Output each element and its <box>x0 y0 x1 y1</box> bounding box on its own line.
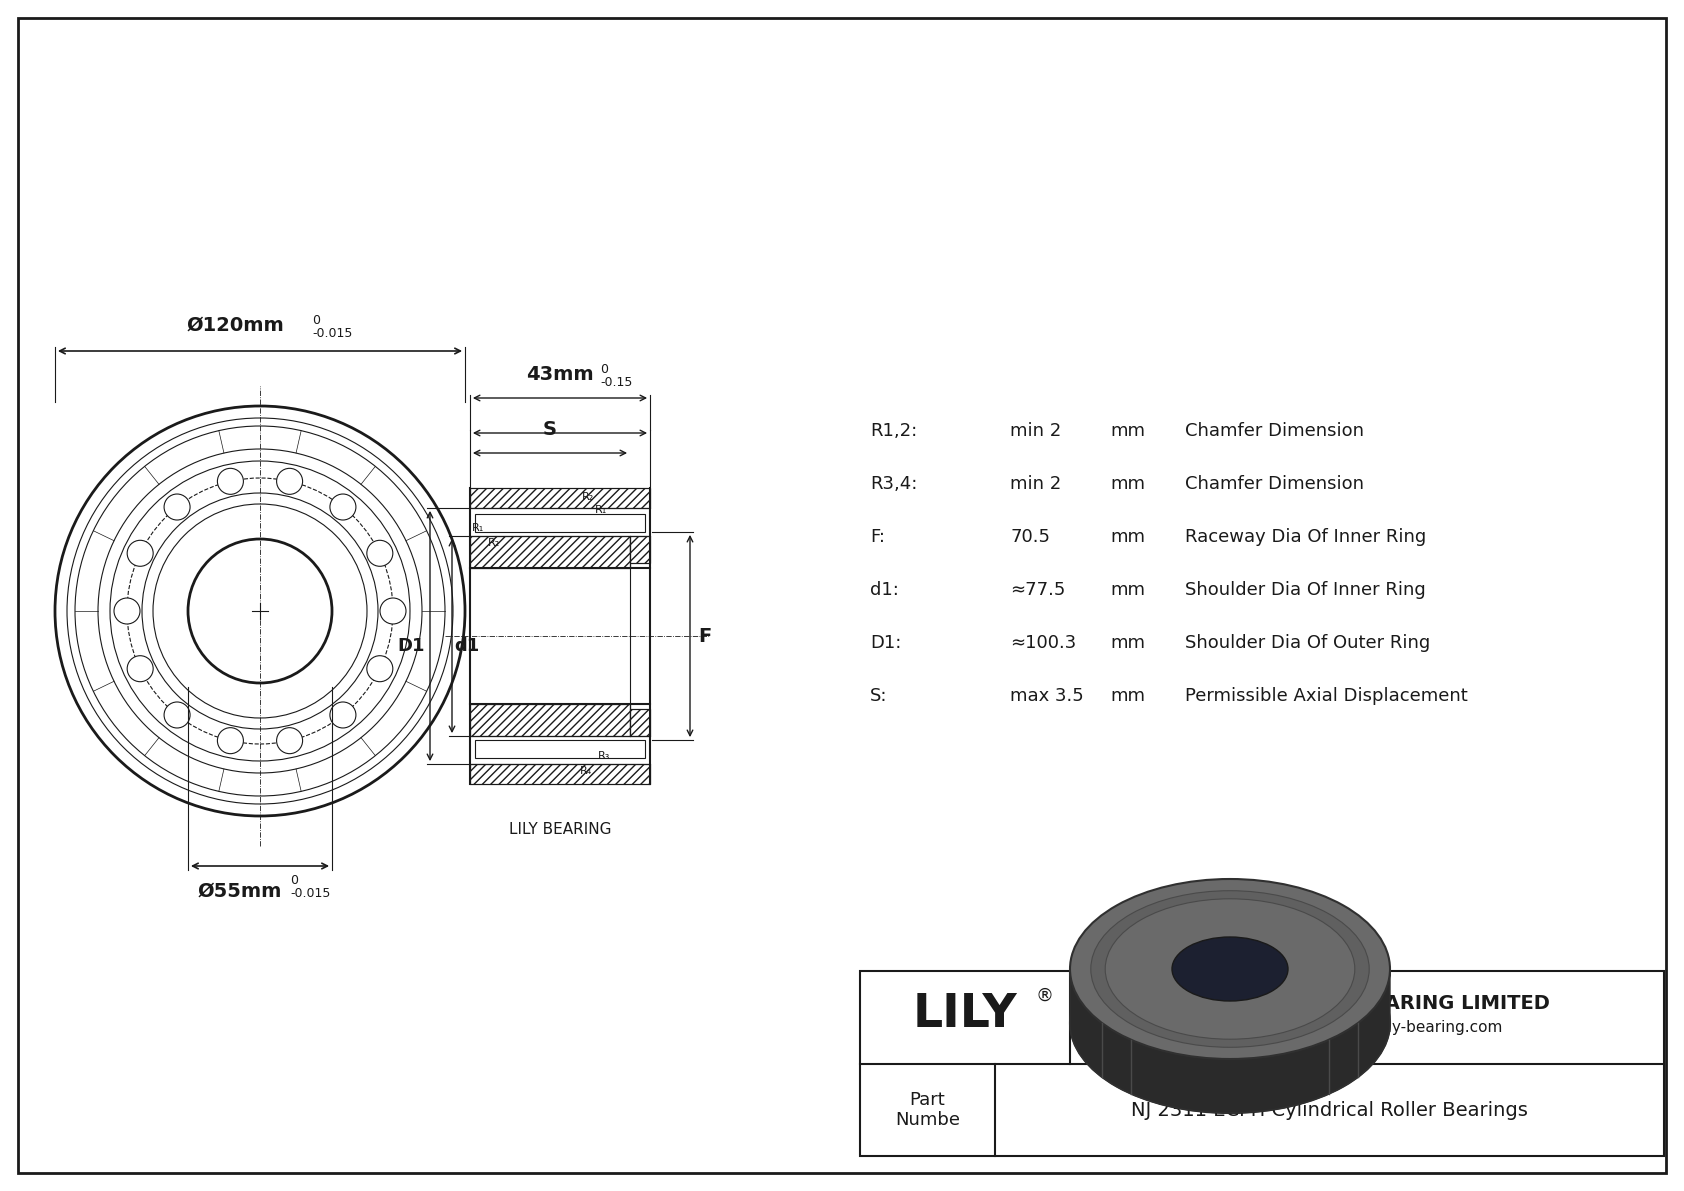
Circle shape <box>367 541 392 566</box>
Text: mm: mm <box>1110 475 1145 493</box>
Ellipse shape <box>1069 879 1389 1059</box>
Text: -0.015: -0.015 <box>312 328 352 339</box>
Text: D1:: D1: <box>871 634 901 651</box>
Text: 43mm: 43mm <box>525 364 594 384</box>
Bar <box>470 763 650 784</box>
Bar <box>475 740 645 757</box>
Bar <box>630 709 650 736</box>
Bar <box>470 704 630 736</box>
Text: R₂: R₂ <box>488 538 500 548</box>
Text: Chamfer Dimension: Chamfer Dimension <box>1186 422 1364 439</box>
Text: d1:: d1: <box>871 581 899 599</box>
Circle shape <box>128 541 153 566</box>
Circle shape <box>381 598 406 624</box>
Bar <box>470 536 630 568</box>
Text: Shoulder Dia Of Inner Ring: Shoulder Dia Of Inner Ring <box>1186 581 1426 599</box>
Text: R₄: R₄ <box>579 766 593 777</box>
Text: R₂: R₂ <box>583 492 594 501</box>
Text: mm: mm <box>1110 634 1145 651</box>
Circle shape <box>276 468 303 494</box>
Text: mm: mm <box>1110 581 1145 599</box>
Circle shape <box>217 728 244 754</box>
Text: 0: 0 <box>290 874 298 887</box>
Text: D1: D1 <box>397 637 424 655</box>
Text: NJ 2311 ECPH Cylindrical Roller Bearings: NJ 2311 ECPH Cylindrical Roller Bearings <box>1132 1100 1527 1120</box>
Circle shape <box>330 701 355 728</box>
Text: F:: F: <box>871 528 886 545</box>
Text: ≈77.5: ≈77.5 <box>1010 581 1066 599</box>
Text: Ø120mm: Ø120mm <box>187 316 285 335</box>
Bar <box>630 536 650 563</box>
Text: R₁: R₁ <box>472 523 485 534</box>
Circle shape <box>217 468 244 494</box>
Polygon shape <box>1172 969 1288 1055</box>
Circle shape <box>367 656 392 681</box>
Ellipse shape <box>1091 891 1369 1047</box>
Circle shape <box>330 494 355 520</box>
Text: Part
Numbe: Part Numbe <box>894 1091 960 1129</box>
Text: R1,2:: R1,2: <box>871 422 918 439</box>
Text: min 2: min 2 <box>1010 422 1061 439</box>
Text: Chamfer Dimension: Chamfer Dimension <box>1186 475 1364 493</box>
Ellipse shape <box>1105 899 1356 1040</box>
Circle shape <box>163 494 190 520</box>
Ellipse shape <box>1069 933 1389 1114</box>
Text: Permissible Axial Displacement: Permissible Axial Displacement <box>1186 687 1468 705</box>
Bar <box>630 536 650 563</box>
Bar <box>470 704 630 736</box>
Bar <box>470 488 650 509</box>
Text: 0: 0 <box>600 363 608 376</box>
Text: -0.015: -0.015 <box>290 887 330 900</box>
Text: mm: mm <box>1110 422 1145 439</box>
Text: R3,4:: R3,4: <box>871 475 918 493</box>
Ellipse shape <box>1172 937 1288 1000</box>
Text: d1: d1 <box>455 637 480 655</box>
Text: 70.5: 70.5 <box>1010 528 1051 545</box>
Bar <box>861 971 1664 1156</box>
Text: R₁: R₁ <box>594 505 608 515</box>
Bar <box>630 709 650 736</box>
Text: min 2: min 2 <box>1010 475 1061 493</box>
Bar <box>470 488 650 509</box>
Text: 0: 0 <box>312 314 320 328</box>
Text: R₃: R₃ <box>598 752 610 761</box>
Text: max 3.5: max 3.5 <box>1010 687 1084 705</box>
Bar <box>470 536 630 568</box>
Text: F: F <box>697 626 711 646</box>
Text: LILY BEARING: LILY BEARING <box>509 822 611 837</box>
Circle shape <box>128 656 153 681</box>
Text: -0.15: -0.15 <box>600 376 633 389</box>
Circle shape <box>163 701 190 728</box>
Text: mm: mm <box>1110 528 1145 545</box>
Bar <box>470 763 650 784</box>
Text: S:: S: <box>871 687 887 705</box>
Circle shape <box>276 728 303 754</box>
Text: Email: lilybearing@lily-bearing.com: Email: lilybearing@lily-bearing.com <box>1231 1019 1502 1035</box>
Bar <box>475 515 645 532</box>
Text: Raceway Dia Of Inner Ring: Raceway Dia Of Inner Ring <box>1186 528 1426 545</box>
Text: ®: ® <box>1036 986 1054 1004</box>
Text: S: S <box>542 420 557 439</box>
Polygon shape <box>1069 969 1389 1112</box>
Circle shape <box>115 598 140 624</box>
Text: ≈100.3: ≈100.3 <box>1010 634 1076 651</box>
Text: SHANGHAI LILY BEARING LIMITED: SHANGHAI LILY BEARING LIMITED <box>1184 994 1549 1014</box>
Text: mm: mm <box>1110 687 1145 705</box>
Text: Ø55mm: Ø55mm <box>197 883 283 902</box>
Text: Shoulder Dia Of Outer Ring: Shoulder Dia Of Outer Ring <box>1186 634 1430 651</box>
Text: LILY: LILY <box>913 992 1017 1037</box>
